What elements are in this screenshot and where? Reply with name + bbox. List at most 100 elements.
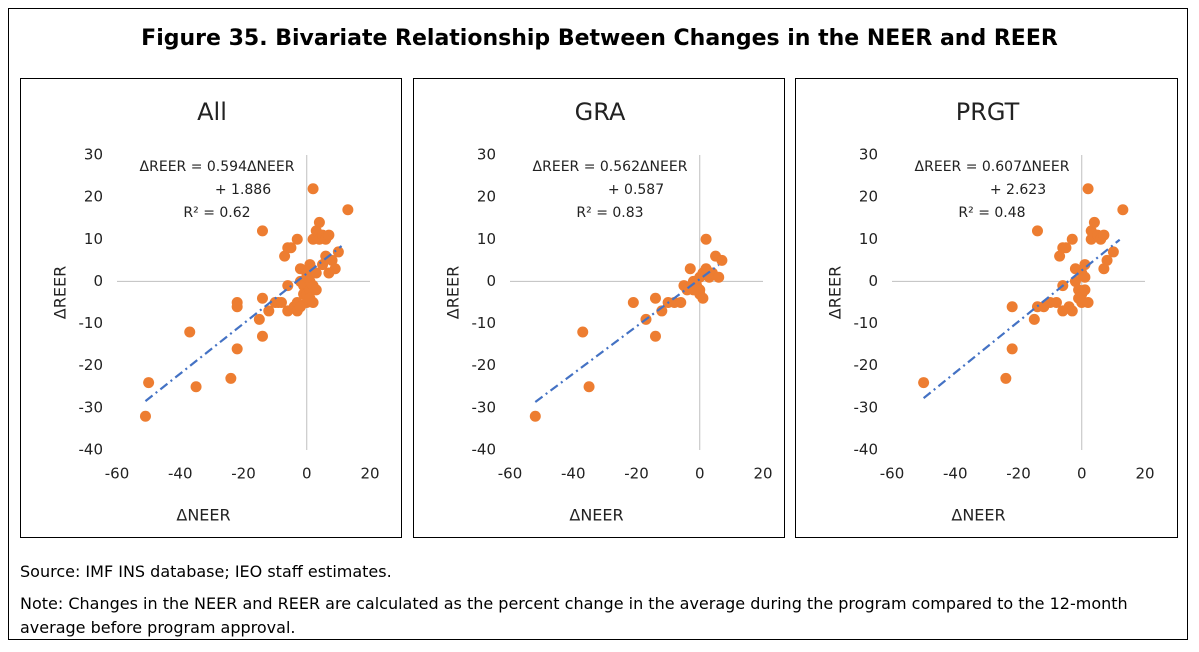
point	[700, 233, 712, 245]
point	[684, 263, 696, 275]
point	[307, 297, 319, 308]
point	[716, 254, 728, 266]
point	[1082, 297, 1094, 308]
point	[1050, 297, 1062, 308]
equation: ΔREER = 0.562ΔNEER	[533, 159, 688, 175]
y-axis-label: ΔREER	[826, 266, 845, 319]
x-tick-label: -60	[105, 465, 130, 483]
x-tick-label: 20	[1135, 465, 1154, 483]
figure-title: Figure 35. Bivariate Relationship Betwee…	[141, 26, 1058, 51]
point	[323, 229, 335, 241]
point	[332, 246, 344, 258]
y-tick-label: -10	[472, 314, 497, 332]
y-tick-label: -20	[854, 356, 879, 374]
point	[294, 301, 306, 313]
y-tick-label: 0	[93, 272, 103, 290]
point	[1031, 225, 1043, 237]
x-tick-label: 0	[695, 465, 705, 483]
point	[1066, 233, 1078, 245]
equation: R² = 0.62	[183, 205, 250, 221]
point	[918, 377, 930, 389]
x-axis-label: ΔNEER	[569, 506, 623, 525]
point	[1079, 271, 1091, 283]
equation: + 0.587	[608, 182, 664, 198]
point	[713, 271, 725, 283]
point	[529, 410, 541, 422]
point	[1006, 343, 1018, 355]
point	[1082, 183, 1094, 195]
y-tick-label: -40	[472, 441, 497, 459]
point	[649, 292, 661, 304]
y-tick-label: 30	[477, 146, 496, 164]
point	[1000, 372, 1012, 384]
x-tick-label: -60	[498, 465, 523, 483]
y-tick-label: -10	[854, 314, 879, 332]
point	[1060, 242, 1072, 254]
equation: + 2.623	[990, 182, 1046, 198]
x-tick-label: 0	[302, 465, 312, 483]
source: Source: IMF INS database; IEO staff esti…	[20, 562, 392, 581]
point	[310, 267, 322, 279]
x-tick-label: -20	[624, 465, 649, 483]
point	[1098, 229, 1110, 241]
equation: ΔREER = 0.607ΔNEER	[915, 159, 1070, 175]
point	[329, 263, 341, 275]
point	[697, 292, 709, 304]
y-tick-label: 30	[859, 146, 878, 164]
point	[1098, 263, 1110, 275]
point	[1066, 305, 1078, 317]
point	[656, 305, 668, 317]
point	[307, 183, 319, 195]
trendline	[922, 238, 1121, 400]
point	[301, 271, 313, 283]
y-tick-label: -40	[854, 441, 879, 459]
panel-title: All	[197, 98, 227, 126]
y-tick-label: 20	[477, 188, 496, 206]
panel-title: PRGT	[956, 98, 1020, 126]
point	[304, 259, 316, 271]
point	[190, 381, 202, 393]
y-tick-label: 0	[486, 272, 496, 290]
y-tick-label: 10	[859, 230, 878, 248]
point	[139, 410, 151, 422]
point	[275, 297, 287, 308]
point	[285, 242, 297, 254]
panel-title: GRA	[575, 98, 626, 126]
point	[1101, 254, 1113, 266]
trendline	[534, 264, 720, 403]
point	[583, 381, 595, 393]
x-tick-label: 0	[1077, 465, 1087, 483]
y-tick-label: 20	[859, 188, 878, 206]
y-tick-label: 30	[84, 146, 103, 164]
point	[675, 297, 687, 308]
x-tick-label: -40	[168, 465, 193, 483]
point	[1079, 259, 1091, 271]
x-axis-label: ΔNEER	[951, 506, 1005, 525]
point	[577, 326, 589, 338]
point	[231, 301, 243, 313]
equation: R² = 0.83	[576, 205, 643, 221]
y-tick-label: -30	[79, 398, 104, 416]
point	[694, 271, 706, 283]
x-tick-label: -40	[561, 465, 586, 483]
y-tick-label: -10	[79, 314, 104, 332]
point	[184, 326, 196, 338]
x-tick-label: 20	[360, 465, 379, 483]
point	[313, 216, 325, 228]
point	[1028, 313, 1040, 325]
point	[326, 254, 338, 266]
point	[256, 330, 268, 342]
point	[1073, 292, 1085, 304]
x-tick-label: -20	[1006, 465, 1031, 483]
point	[225, 372, 237, 384]
point	[1088, 216, 1100, 228]
point	[649, 330, 661, 342]
note: Note: Changes in the NEER and REER are c…	[20, 594, 1128, 637]
equation: ΔREER = 0.594ΔNEER	[140, 159, 295, 175]
y-tick-label: -20	[79, 356, 104, 374]
point	[231, 343, 243, 355]
equation: R² = 0.48	[958, 205, 1025, 221]
